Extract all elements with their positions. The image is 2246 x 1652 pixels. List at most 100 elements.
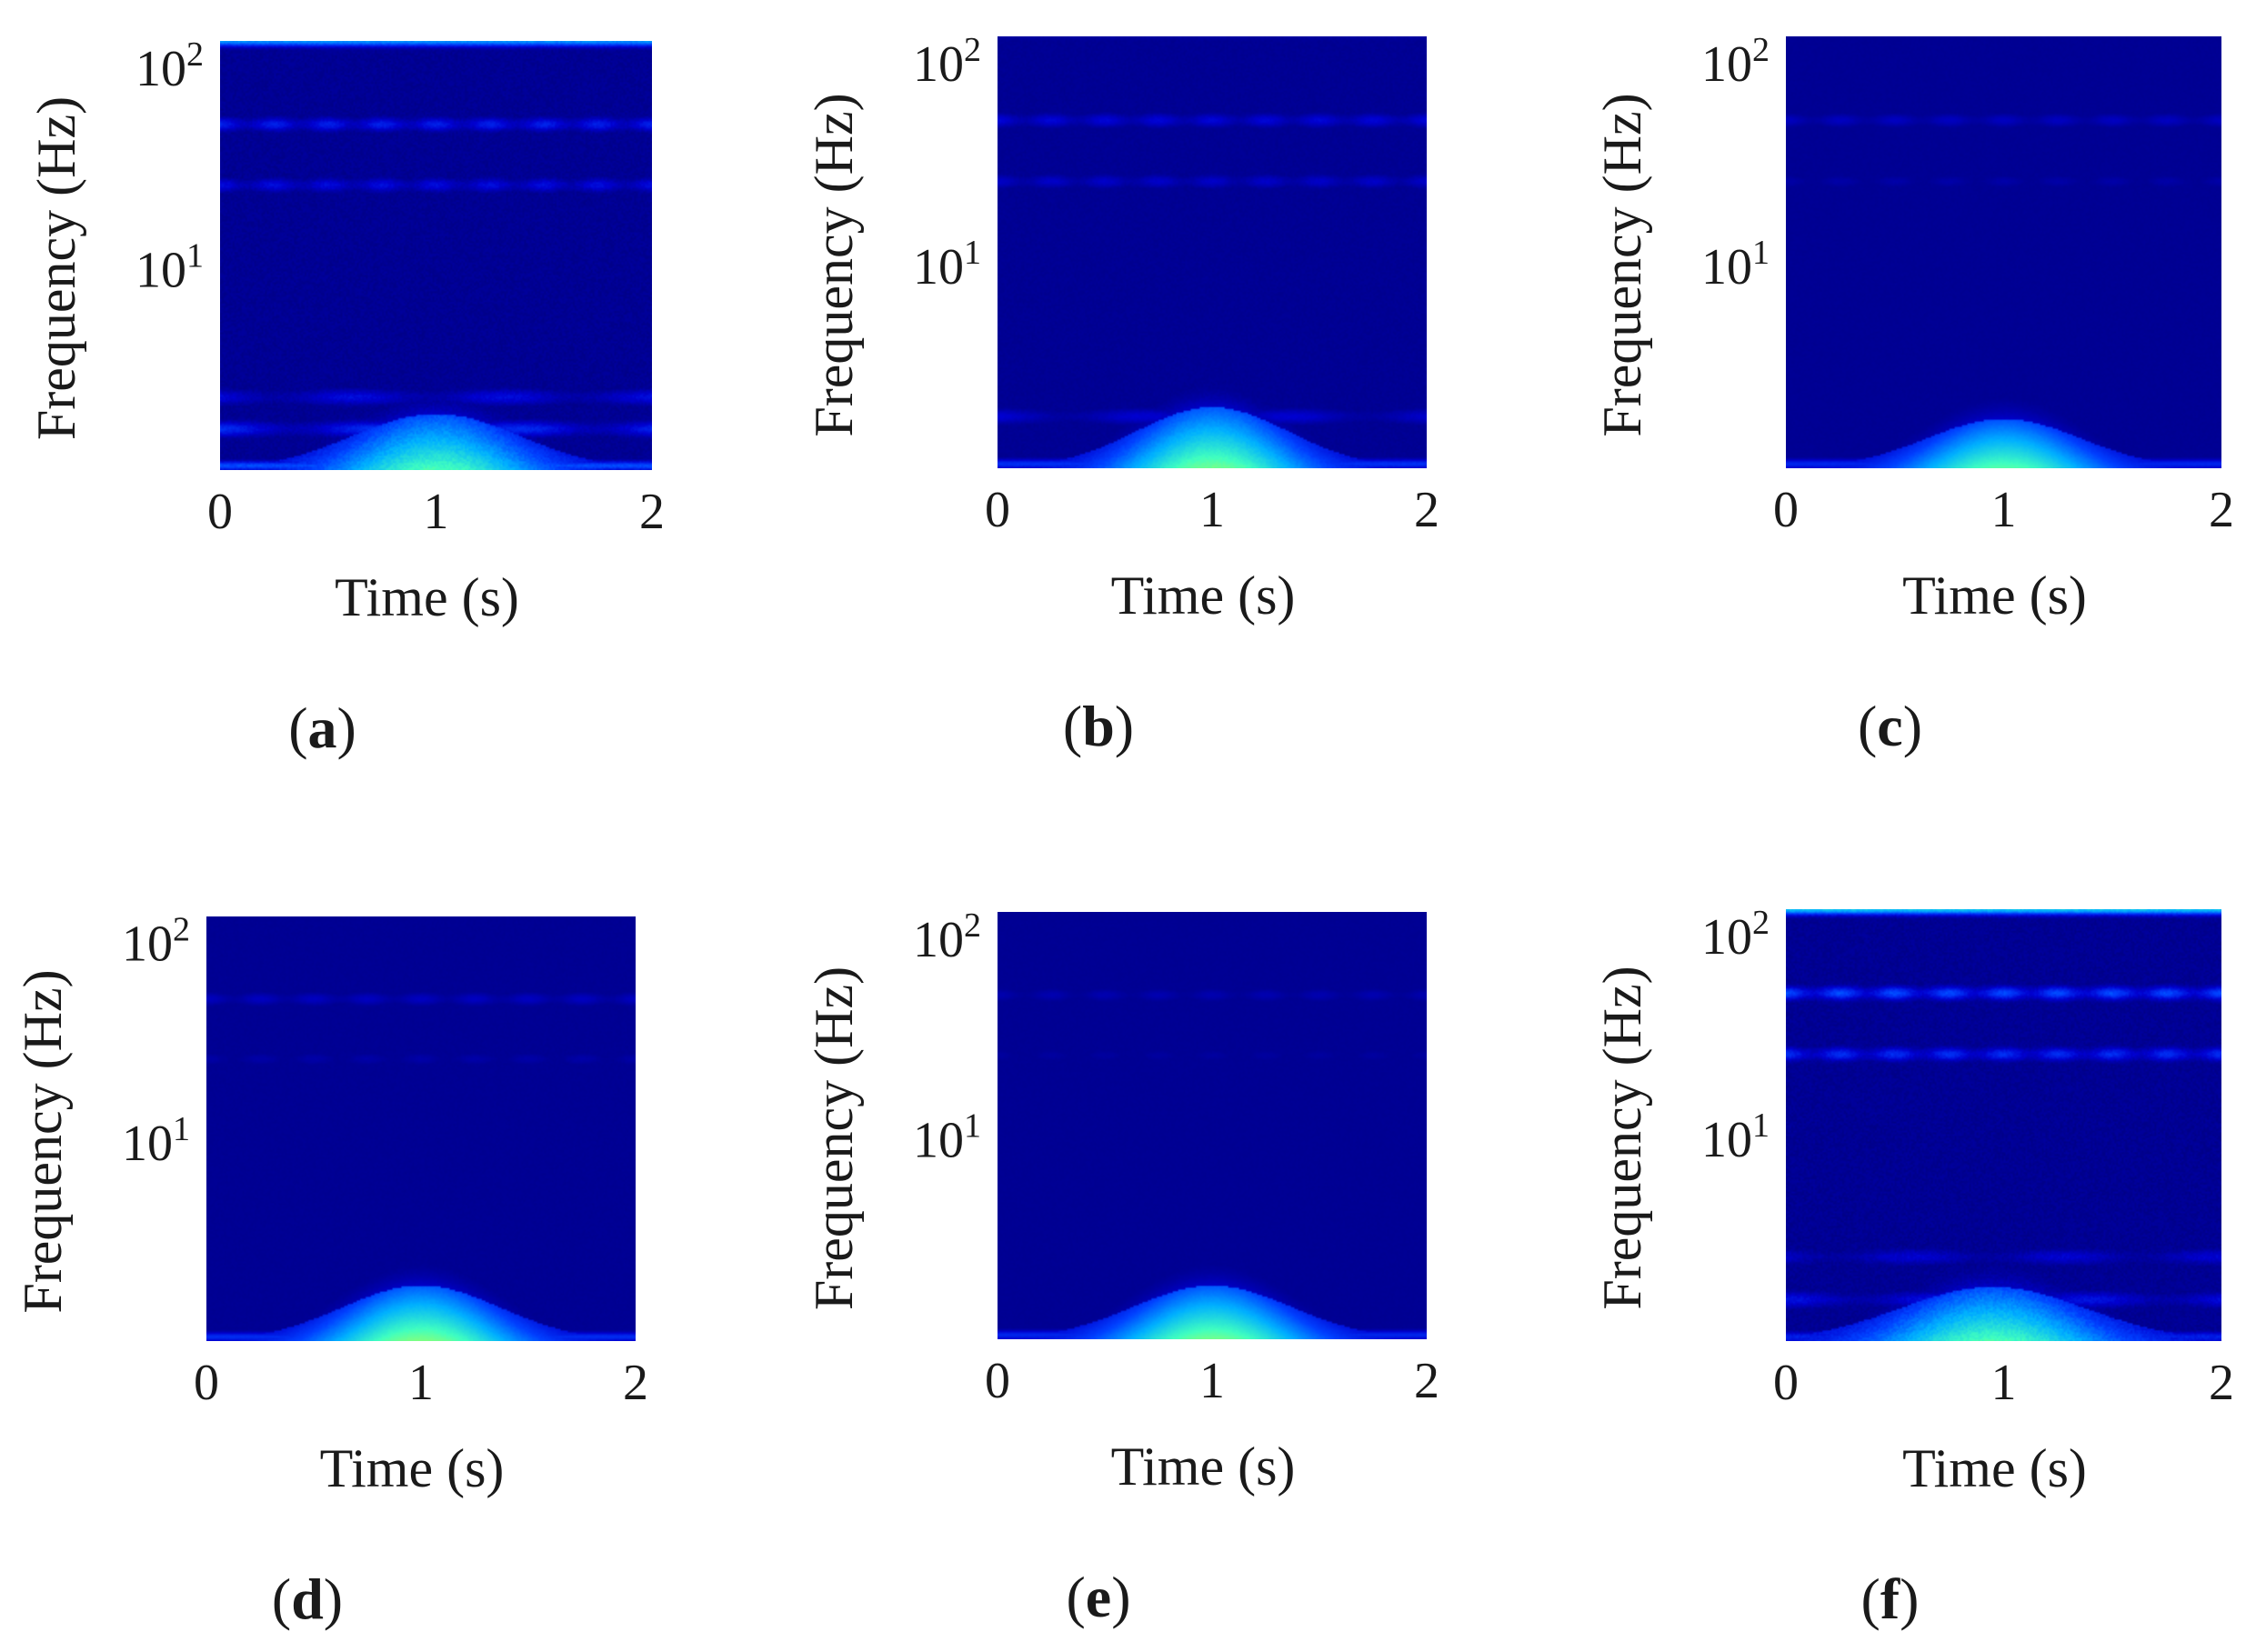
x-tick-label: 0: [985, 482, 1010, 538]
y-tick-exponent: 1: [1752, 234, 1770, 272]
y-axis-title: Frequency (Hz): [804, 93, 864, 436]
y-tick-label: 101: [135, 236, 204, 298]
x-tick-label: 2: [2209, 482, 2234, 538]
x-axis-title: Time (s): [1111, 566, 1296, 626]
panel-caption: (e): [1066, 1565, 1130, 1629]
y-tick-exponent: 2: [964, 31, 981, 69]
x-tick-label: 0: [207, 484, 233, 540]
caption-close-paren: ): [1115, 694, 1134, 758]
caption-open-paren: (: [1861, 1567, 1880, 1631]
spectrogram-heatmap: [1786, 909, 2221, 1341]
panel-caption: (b): [1063, 694, 1134, 758]
caption-open-paren: (: [272, 1567, 291, 1631]
x-tick-label: 2: [623, 1355, 648, 1411]
x-axis-title: Time (s): [1111, 1437, 1296, 1497]
spectrogram-heatmap: [998, 36, 1427, 468]
caption-close-paren: ): [1900, 1567, 1919, 1631]
y-tick-exponent: 2: [1752, 31, 1770, 69]
panel-caption: (f): [1861, 1567, 1920, 1631]
y-tick-label: 101: [913, 234, 981, 295]
y-tick-exponent: 1: [186, 236, 204, 275]
y-tick-exponent: 2: [186, 35, 204, 74]
y-axis-title: Frequency (Hz): [26, 96, 86, 440]
y-tick-label: 102: [135, 35, 204, 97]
x-tick-label: 0: [1773, 482, 1799, 538]
caption-letter: f: [1880, 1567, 1900, 1631]
y-tick-label: 101: [1701, 234, 1770, 295]
panel-caption: (d): [272, 1567, 343, 1631]
y-tick-base: 10: [122, 1116, 173, 1172]
y-tick-base: 10: [1701, 239, 1752, 295]
x-axis-title: Time (s): [1902, 1438, 2087, 1498]
x-axis-title: Time (s): [320, 1438, 505, 1498]
y-tick-label: 102: [1701, 904, 1770, 966]
y-tick-label: 102: [913, 31, 981, 93]
caption-letter: e: [1086, 1565, 1111, 1629]
caption-open-paren: (: [1063, 694, 1082, 758]
y-tick-label: 101: [122, 1110, 190, 1172]
y-tick-exponent: 1: [173, 1110, 190, 1148]
caption-letter: c: [1877, 694, 1902, 758]
y-tick-label: 101: [1701, 1106, 1770, 1168]
x-tick-label: 1: [1199, 482, 1225, 538]
x-tick-label: 2: [1414, 482, 1439, 538]
x-tick-label: 1: [408, 1355, 434, 1411]
y-tick-label: 102: [122, 911, 190, 973]
x-axis-title: Time (s): [335, 567, 519, 627]
y-tick-base: 10: [122, 916, 173, 973]
caption-open-paren: (: [288, 696, 307, 760]
spectrogram-heatmap: [1786, 36, 2221, 468]
spectrogram-heatmap: [220, 41, 652, 470]
y-axis-title: Frequency (Hz): [1592, 93, 1652, 436]
y-tick-exponent: 2: [173, 911, 190, 949]
spectrogram-heatmap: [206, 916, 636, 1341]
y-tick-exponent: 1: [964, 234, 981, 272]
x-tick-label: 2: [639, 484, 665, 540]
x-tick-label: 0: [194, 1355, 219, 1411]
caption-open-paren: (: [1858, 694, 1877, 758]
y-tick-exponent: 1: [1752, 1106, 1770, 1145]
caption-close-paren: ): [337, 696, 356, 760]
x-tick-label: 2: [2209, 1355, 2234, 1411]
y-tick-base: 10: [1701, 36, 1752, 93]
x-tick-label: 0: [1773, 1355, 1799, 1411]
x-tick-label: 2: [1414, 1353, 1439, 1409]
x-tick-label: 1: [1199, 1353, 1225, 1409]
x-tick-label: 1: [1991, 1355, 2017, 1411]
y-tick-base: 10: [1701, 1112, 1752, 1168]
y-tick-label: 102: [1701, 31, 1770, 93]
y-tick-exponent: 2: [964, 906, 981, 945]
y-axis-title: Frequency (Hz): [804, 966, 864, 1310]
y-tick-exponent: 2: [1752, 904, 1770, 942]
y-axis-title: Frequency (Hz): [1592, 966, 1652, 1309]
y-tick-base: 10: [913, 912, 964, 968]
y-axis-title: Frequency (Hz): [13, 969, 73, 1313]
y-tick-exponent: 1: [964, 1106, 981, 1145]
y-tick-base: 10: [1701, 909, 1752, 966]
y-tick-base: 10: [913, 239, 964, 295]
y-tick-base: 10: [913, 1112, 964, 1168]
y-tick-label: 102: [913, 906, 981, 968]
caption-close-paren: ): [1903, 694, 1922, 758]
y-tick-base: 10: [913, 36, 964, 93]
panel-caption: (c): [1858, 694, 1922, 758]
x-tick-label: 1: [1991, 482, 2017, 538]
x-tick-label: 1: [424, 484, 449, 540]
caption-letter: d: [291, 1567, 324, 1631]
spectrogram-heatmap: [998, 912, 1427, 1339]
x-axis-title: Time (s): [1902, 566, 2087, 626]
x-tick-label: 0: [985, 1353, 1010, 1409]
caption-open-paren: (: [1066, 1565, 1085, 1629]
y-tick-label: 101: [913, 1106, 981, 1168]
caption-close-paren: ): [1111, 1565, 1130, 1629]
caption-letter: b: [1082, 694, 1115, 758]
caption-close-paren: ): [324, 1567, 343, 1631]
panel-caption: (a): [288, 696, 356, 760]
